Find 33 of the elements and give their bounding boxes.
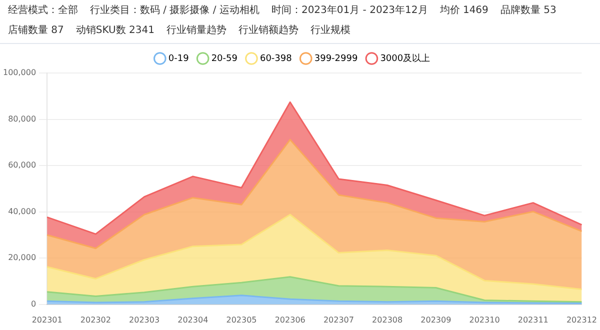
text: 品牌数量 53: [500, 4, 556, 18]
text: 行业销额趋势: [238, 24, 298, 38]
x-tick-label: 202304: [178, 315, 208, 324]
text: 行业规模: [310, 24, 350, 38]
y-tick-label: 0: [30, 299, 36, 308]
y-tick-label: 100,000: [2, 68, 36, 78]
x-tick-label: 202302: [80, 315, 111, 324]
x-tick-label: 202305: [226, 315, 257, 324]
text: 店铺数量 87: [8, 24, 64, 38]
x-tick-label: 202309: [420, 315, 452, 324]
legend-label: 60-398: [260, 54, 292, 64]
x-tick-label: 202310: [469, 315, 500, 324]
y-tick-label: 20,000: [8, 253, 36, 262]
x-tick-label: 202301: [32, 315, 62, 324]
legend-label: 20-59: [211, 54, 238, 64]
x-tick-label: 202312: [566, 315, 598, 324]
legend-label: 0-19: [168, 54, 190, 64]
text: 动销SKU数 2341: [76, 24, 154, 38]
text: 时间：2023年01月 - 2023年12月: [271, 4, 428, 18]
text: 行业类目：数码 / 摄影摄像 / 运动相机: [90, 4, 260, 18]
y-tick-label: 60,000: [8, 160, 36, 170]
x-tick-label: 202308: [372, 315, 403, 324]
x-tick-label: 202311: [518, 315, 548, 324]
text: 均价 1469: [440, 4, 488, 18]
x-tick-label: 202307: [323, 315, 354, 324]
text: 经营模式：全部: [8, 4, 78, 18]
y-tick-label: 80,000: [8, 114, 36, 124]
x-tick-label: 202306: [274, 315, 306, 324]
x-tick-label: 202303: [129, 315, 160, 324]
legend-label: 3000及以上: [380, 52, 430, 64]
y-tick-label: 40,000: [8, 206, 36, 216]
text: 行业销量趋势: [166, 24, 226, 38]
legend-label: 399-2999: [314, 54, 358, 64]
